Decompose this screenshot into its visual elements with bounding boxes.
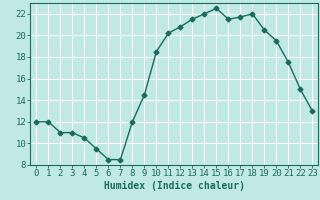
X-axis label: Humidex (Indice chaleur): Humidex (Indice chaleur) bbox=[104, 181, 245, 191]
